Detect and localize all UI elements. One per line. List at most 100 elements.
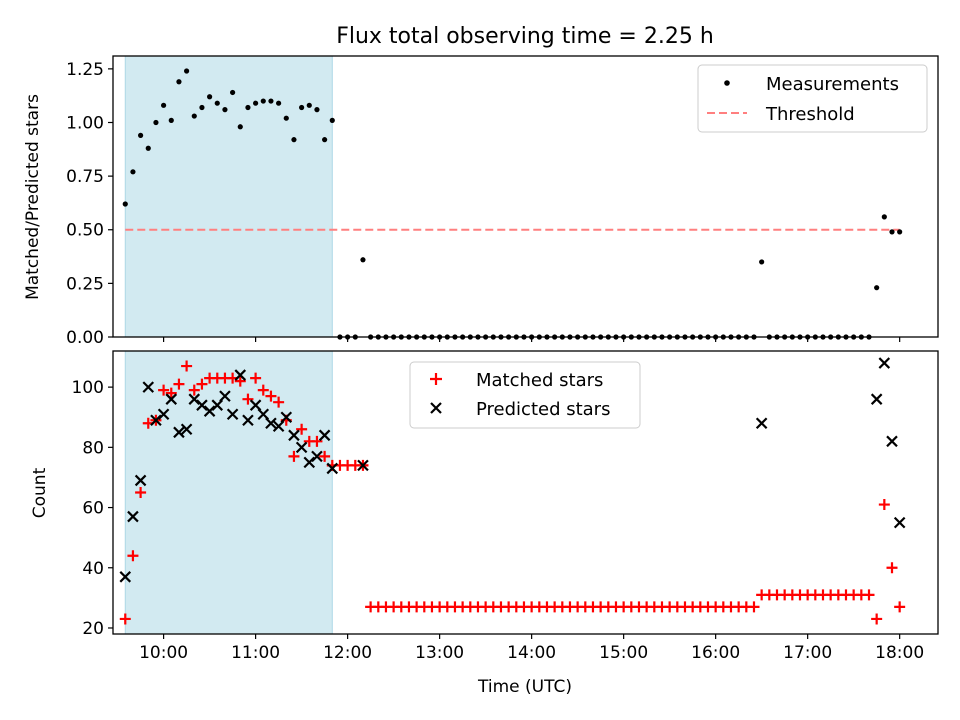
matched-star-point: [311, 435, 323, 447]
measurement-point: [222, 107, 228, 113]
predicted-star-point: [150, 414, 162, 427]
predicted-star-point: [180, 423, 193, 436]
matched-star-point: [273, 396, 285, 408]
measurement-point: [759, 259, 765, 265]
y-tick-label: 40: [82, 559, 104, 579]
predicted-star-point: [295, 441, 308, 454]
predicted-star-point: [272, 420, 285, 433]
matched-star-point: [863, 589, 875, 601]
predicted-star-point: [119, 571, 132, 583]
measurement-point: [874, 285, 880, 291]
x-tick-label: 13:00: [415, 643, 464, 663]
bottom-panel: 10:00 11:00 12:00 13:00 14:00 15:00 16:00 17:00…: [30, 350, 939, 697]
matched-star-point: [319, 450, 331, 462]
measurement-point: [291, 137, 297, 143]
y-tick-label: 0.75: [66, 167, 104, 187]
predicted-star-point: [893, 516, 906, 529]
legend-matched-marker: [430, 373, 442, 385]
measurement-point: [897, 229, 903, 235]
y-tick-label: 0.25: [66, 274, 104, 294]
measurement-point: [260, 98, 266, 104]
x-tick-label: 14:00: [507, 643, 556, 663]
legend-predicted-marker: [430, 402, 442, 414]
x-tick-label: 10:00: [139, 643, 188, 663]
legend-threshold-label: Threshold: [765, 104, 855, 125]
measurement-point: [314, 107, 320, 113]
measurement-point: [283, 115, 289, 121]
predicted-star-point: [188, 393, 201, 405]
measurement-point: [329, 117, 335, 123]
predicted-star-point: [878, 357, 891, 369]
matched-star-point: [886, 562, 898, 574]
matched-star-point: [188, 384, 200, 396]
y-tick-label: 20: [82, 619, 104, 639]
matched-star-point: [250, 372, 262, 384]
predicted-star-point: [165, 393, 178, 405]
matched-star-point: [748, 601, 760, 613]
predicted-star-point: [234, 369, 247, 381]
measurement-point: [253, 100, 259, 106]
predicted-star-point: [196, 399, 208, 411]
predicted-star-point: [219, 390, 231, 402]
predicted-star-point: [886, 435, 898, 448]
matched-star-point: [196, 378, 208, 390]
measurement-point: [306, 102, 312, 108]
measurement-point: [122, 201, 128, 207]
bottom-plot-frame: [112, 350, 939, 635]
matched-star-point: [165, 387, 177, 399]
chart-title: Flux total observing time = 2.25 h: [336, 24, 714, 49]
matched-star-point: [871, 613, 883, 625]
x-tick-label: 17:00: [783, 643, 832, 663]
predicted-star-point: [203, 405, 216, 417]
measurement-point: [191, 113, 197, 119]
measurement-point: [889, 229, 895, 235]
legend-measurement-marker: [724, 80, 730, 86]
matched-star-point: [234, 375, 246, 387]
y-tick-label: 0.00: [66, 328, 104, 348]
y-tick-label: 0.50: [66, 221, 104, 241]
top-panel: 0.00 0.25 0.50 0.75 1.00 1.25 Matched/Predict…: [23, 55, 939, 348]
matched-star-point: [158, 384, 170, 396]
predicted-star-point: [357, 459, 369, 472]
predicted-star-point: [318, 429, 331, 442]
measurement-point: [207, 94, 213, 100]
measurement-point: [138, 132, 144, 138]
x-tick-label: 18:00: [875, 643, 924, 663]
matched-star-point: [181, 360, 193, 372]
matched-star-point: [242, 393, 254, 405]
measurement-point: [130, 169, 136, 175]
measurement-point: [360, 257, 366, 263]
predicted-star-point: [311, 450, 323, 463]
measurement-point: [237, 124, 243, 130]
predicted-star-point: [265, 417, 277, 430]
x-axis-label: Time (UTC): [477, 677, 572, 697]
bottom-y-axis-label: Count: [30, 467, 50, 518]
measurement-point: [268, 98, 274, 104]
predicted-star-point: [127, 510, 139, 523]
matched-star-point: [127, 550, 139, 562]
top-legend: Measurements Threshold: [697, 64, 928, 133]
matched-star-point: [257, 384, 269, 396]
x-tick-label: 15:00: [599, 643, 648, 663]
measurement-point: [322, 137, 328, 143]
predicted-star-point: [173, 426, 185, 439]
y-tick-label: 80: [82, 438, 104, 458]
matched-star-point: [135, 487, 147, 498]
measurement-point: [881, 214, 887, 220]
measurement-point: [176, 79, 182, 85]
measurement-point: [184, 68, 190, 74]
matched-star-point: [894, 601, 906, 613]
measurement-point: [276, 100, 282, 106]
predicted-star-point: [242, 414, 254, 427]
matched-star-point: [296, 423, 308, 435]
x-tick-label: 11:00: [231, 643, 280, 663]
predicted-star-point: [288, 429, 300, 442]
x-tick-label: 12:00: [323, 643, 372, 663]
measurement-point: [245, 104, 251, 111]
predicted-star-point: [303, 456, 316, 469]
measurement-point: [161, 102, 167, 108]
predicted-star-point: [257, 408, 270, 421]
y-tick-label: 60: [82, 499, 104, 519]
x-tick-label: 16:00: [691, 643, 740, 663]
